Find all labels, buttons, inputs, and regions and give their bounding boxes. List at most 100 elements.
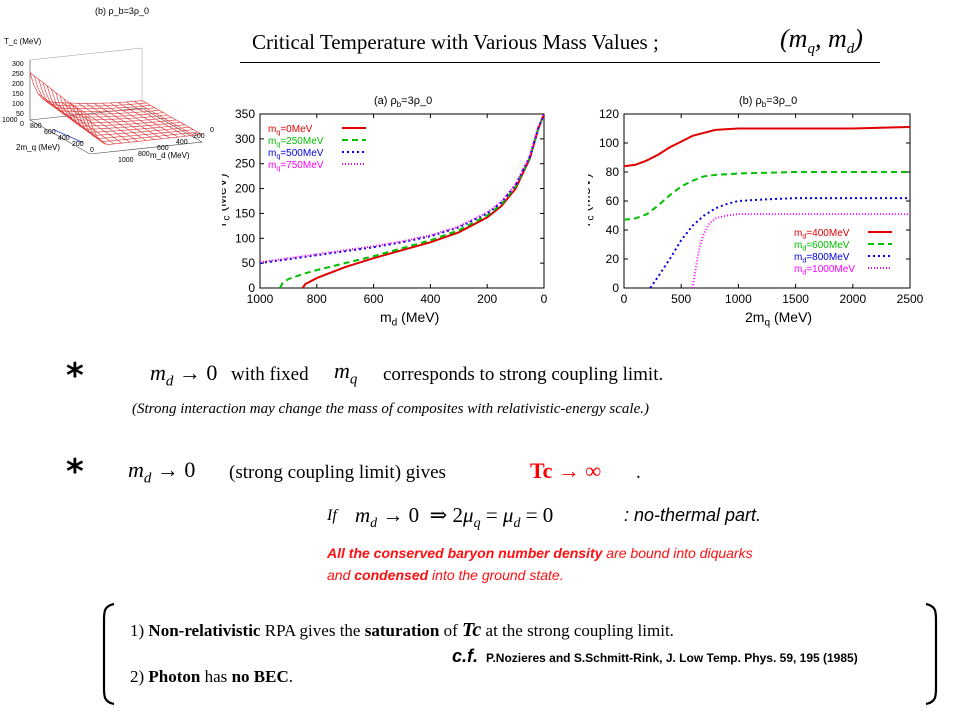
y-tick-label: 100 <box>599 136 619 150</box>
x-tick-label: 400 <box>420 292 440 306</box>
box-item-1: 1) Non-relativistic RPA gives the satura… <box>130 619 674 642</box>
x-tick-label: 2000 <box>839 292 866 306</box>
label-text: md (MeV) <box>380 309 439 329</box>
label-text: md=400MeV <box>794 228 850 241</box>
x-tick-label: 500 <box>671 292 691 306</box>
series-line-2 <box>624 171 910 221</box>
thumb-backwall <box>29 47 143 108</box>
item1-number: 1) <box>130 621 149 640</box>
item1-bold-1: Non-relativistic <box>148 621 261 640</box>
title-underline <box>240 62 880 63</box>
y-tick-label: 40 <box>606 223 620 237</box>
reference-text: P.Nozieres and S.Schmitt-Rink, J. Low Te… <box>486 651 858 665</box>
red-note-bold-2: condensed <box>354 567 429 583</box>
bullet2-text: (strong coupling limit) gives <box>229 462 446 483</box>
x-tick-label: 2500 <box>897 292 924 306</box>
thumb-xtick: 600 <box>44 129 56 136</box>
thumb-mesh-line <box>42 82 155 112</box>
label-text: mq=500MeV <box>268 148 324 161</box>
cf-label: c.f. <box>452 646 479 666</box>
thumb-xtick: 800 <box>30 123 42 130</box>
thumb-mesh-line <box>53 101 115 145</box>
red-note-bold-1: All the conserved baryon number density <box>327 545 603 561</box>
bullet-star-2: * <box>66 452 84 492</box>
series-line-3 <box>260 114 544 265</box>
thumb-mesh-line <box>45 100 107 145</box>
y-tick-label: 0 <box>248 281 255 295</box>
thumb-mesh-line <box>141 100 203 135</box>
x-tick-label: 1000 <box>247 292 274 306</box>
red-note-rest-2: into the ground state. <box>428 567 564 583</box>
bracket-box <box>102 602 938 706</box>
red-note-line2: and condensed into the ground state. <box>327 567 564 583</box>
thumb-ztick: 0 <box>20 121 24 128</box>
thumb-xtick: 200 <box>72 141 84 148</box>
label-text: md=800MeV <box>794 252 850 265</box>
x-tick-label: 200 <box>477 292 497 306</box>
thumb-mesh-line <box>109 102 171 139</box>
thumb-contour <box>53 129 84 143</box>
series-line-1 <box>301 114 544 288</box>
thumbnail-3d-plot: (b) ρ_b=3ρ_0 T_c (MeV) 300 250 200 150 1… <box>2 6 214 164</box>
label-text: 2mq (MeV) <box>745 309 812 329</box>
label-text: md=1000MeV <box>794 264 855 277</box>
series-line-1 <box>624 126 910 168</box>
y-tick-label: 300 <box>235 132 255 146</box>
y-tick-label: 60 <box>606 194 620 208</box>
red-note-line1: All the conserved baryon number density … <box>327 545 753 561</box>
bullet-star-1: * <box>66 356 84 396</box>
item1-tc: Tc <box>462 619 482 641</box>
thumbnail-ylabel: m_d (MeV) <box>150 151 190 160</box>
y-tick-label: 80 <box>606 165 620 179</box>
thumb-ztick: 150 <box>12 91 24 98</box>
bullet1-text-tail: corresponds to strong coupling limit. <box>383 364 664 385</box>
box-item-2: 2) Photon has no BEC. <box>130 667 293 687</box>
thumb-ytick: 200 <box>193 133 205 140</box>
y-tick-label: 150 <box>235 206 255 220</box>
thumb-xtick: 1000 <box>2 117 18 124</box>
item2-number: 2) <box>130 667 149 686</box>
x-tick-label: 600 <box>364 292 384 306</box>
y-tick-label: 200 <box>235 182 255 196</box>
thumb-ztick: 300 <box>12 61 24 68</box>
label-text: mq=750MeV <box>268 160 324 173</box>
x-tick-label: 0 <box>621 292 628 306</box>
y-tick-label: 350 <box>235 107 255 121</box>
x-tick-label: 1000 <box>725 292 752 306</box>
item1-text-3: at the strong coupling limit. <box>481 621 674 640</box>
bullet2-tc: Tc → ∞ <box>530 458 601 484</box>
red-note-rest-1: are bound into diquarks <box>602 545 753 561</box>
y-tick-label: 50 <box>242 256 256 270</box>
label-text: Tc (MeV) <box>588 173 597 229</box>
thumb-mesh-line <box>61 102 123 144</box>
label-text: (a) ρb=3ρ_0 <box>374 95 432 109</box>
thumb-xtick: 0 <box>90 147 94 154</box>
bullet2-math-md: md → 0 <box>128 457 196 487</box>
x-tick-label: 0 <box>541 292 548 306</box>
item2-bold-2: no BEC <box>231 667 289 686</box>
thumb-mesh-line <box>69 102 131 143</box>
tc-infinity: Tc → ∞ <box>530 458 602 483</box>
x-tick-label: 800 <box>307 292 327 306</box>
chart-a: (a) ρb=3ρ_0 1000 800 600 400 200 0 0 50 100 150 200… <box>222 95 548 329</box>
if-label: If <box>327 507 337 524</box>
thumb-mesh-line <box>46 85 160 115</box>
bullet2-period: . <box>636 462 641 483</box>
bullet1-math-md: md → 0 <box>150 360 218 390</box>
thumb-mesh-line <box>77 103 139 142</box>
thumb-mesh-line <box>117 102 179 138</box>
thumb-mesh-line <box>93 103 155 140</box>
label-text: (b) ρb=3ρ_0 <box>739 95 797 109</box>
item1-bold-2: saturation <box>364 621 440 640</box>
thumb-ztick: 50 <box>16 111 24 118</box>
thumb-base <box>29 107 203 155</box>
bullet1-math-mq: mq <box>334 358 358 388</box>
thumb-ytick: 600 <box>157 145 169 152</box>
series-line-2 <box>279 114 544 288</box>
label-text: mq=250MeV <box>268 136 324 149</box>
thumb-mesh-line <box>85 103 147 141</box>
thumb-ytick: 800 <box>138 151 150 158</box>
y-tick-label: 250 <box>235 157 255 171</box>
thumb-ytick: 400 <box>176 139 188 146</box>
thumb-ztick: 200 <box>12 81 24 88</box>
